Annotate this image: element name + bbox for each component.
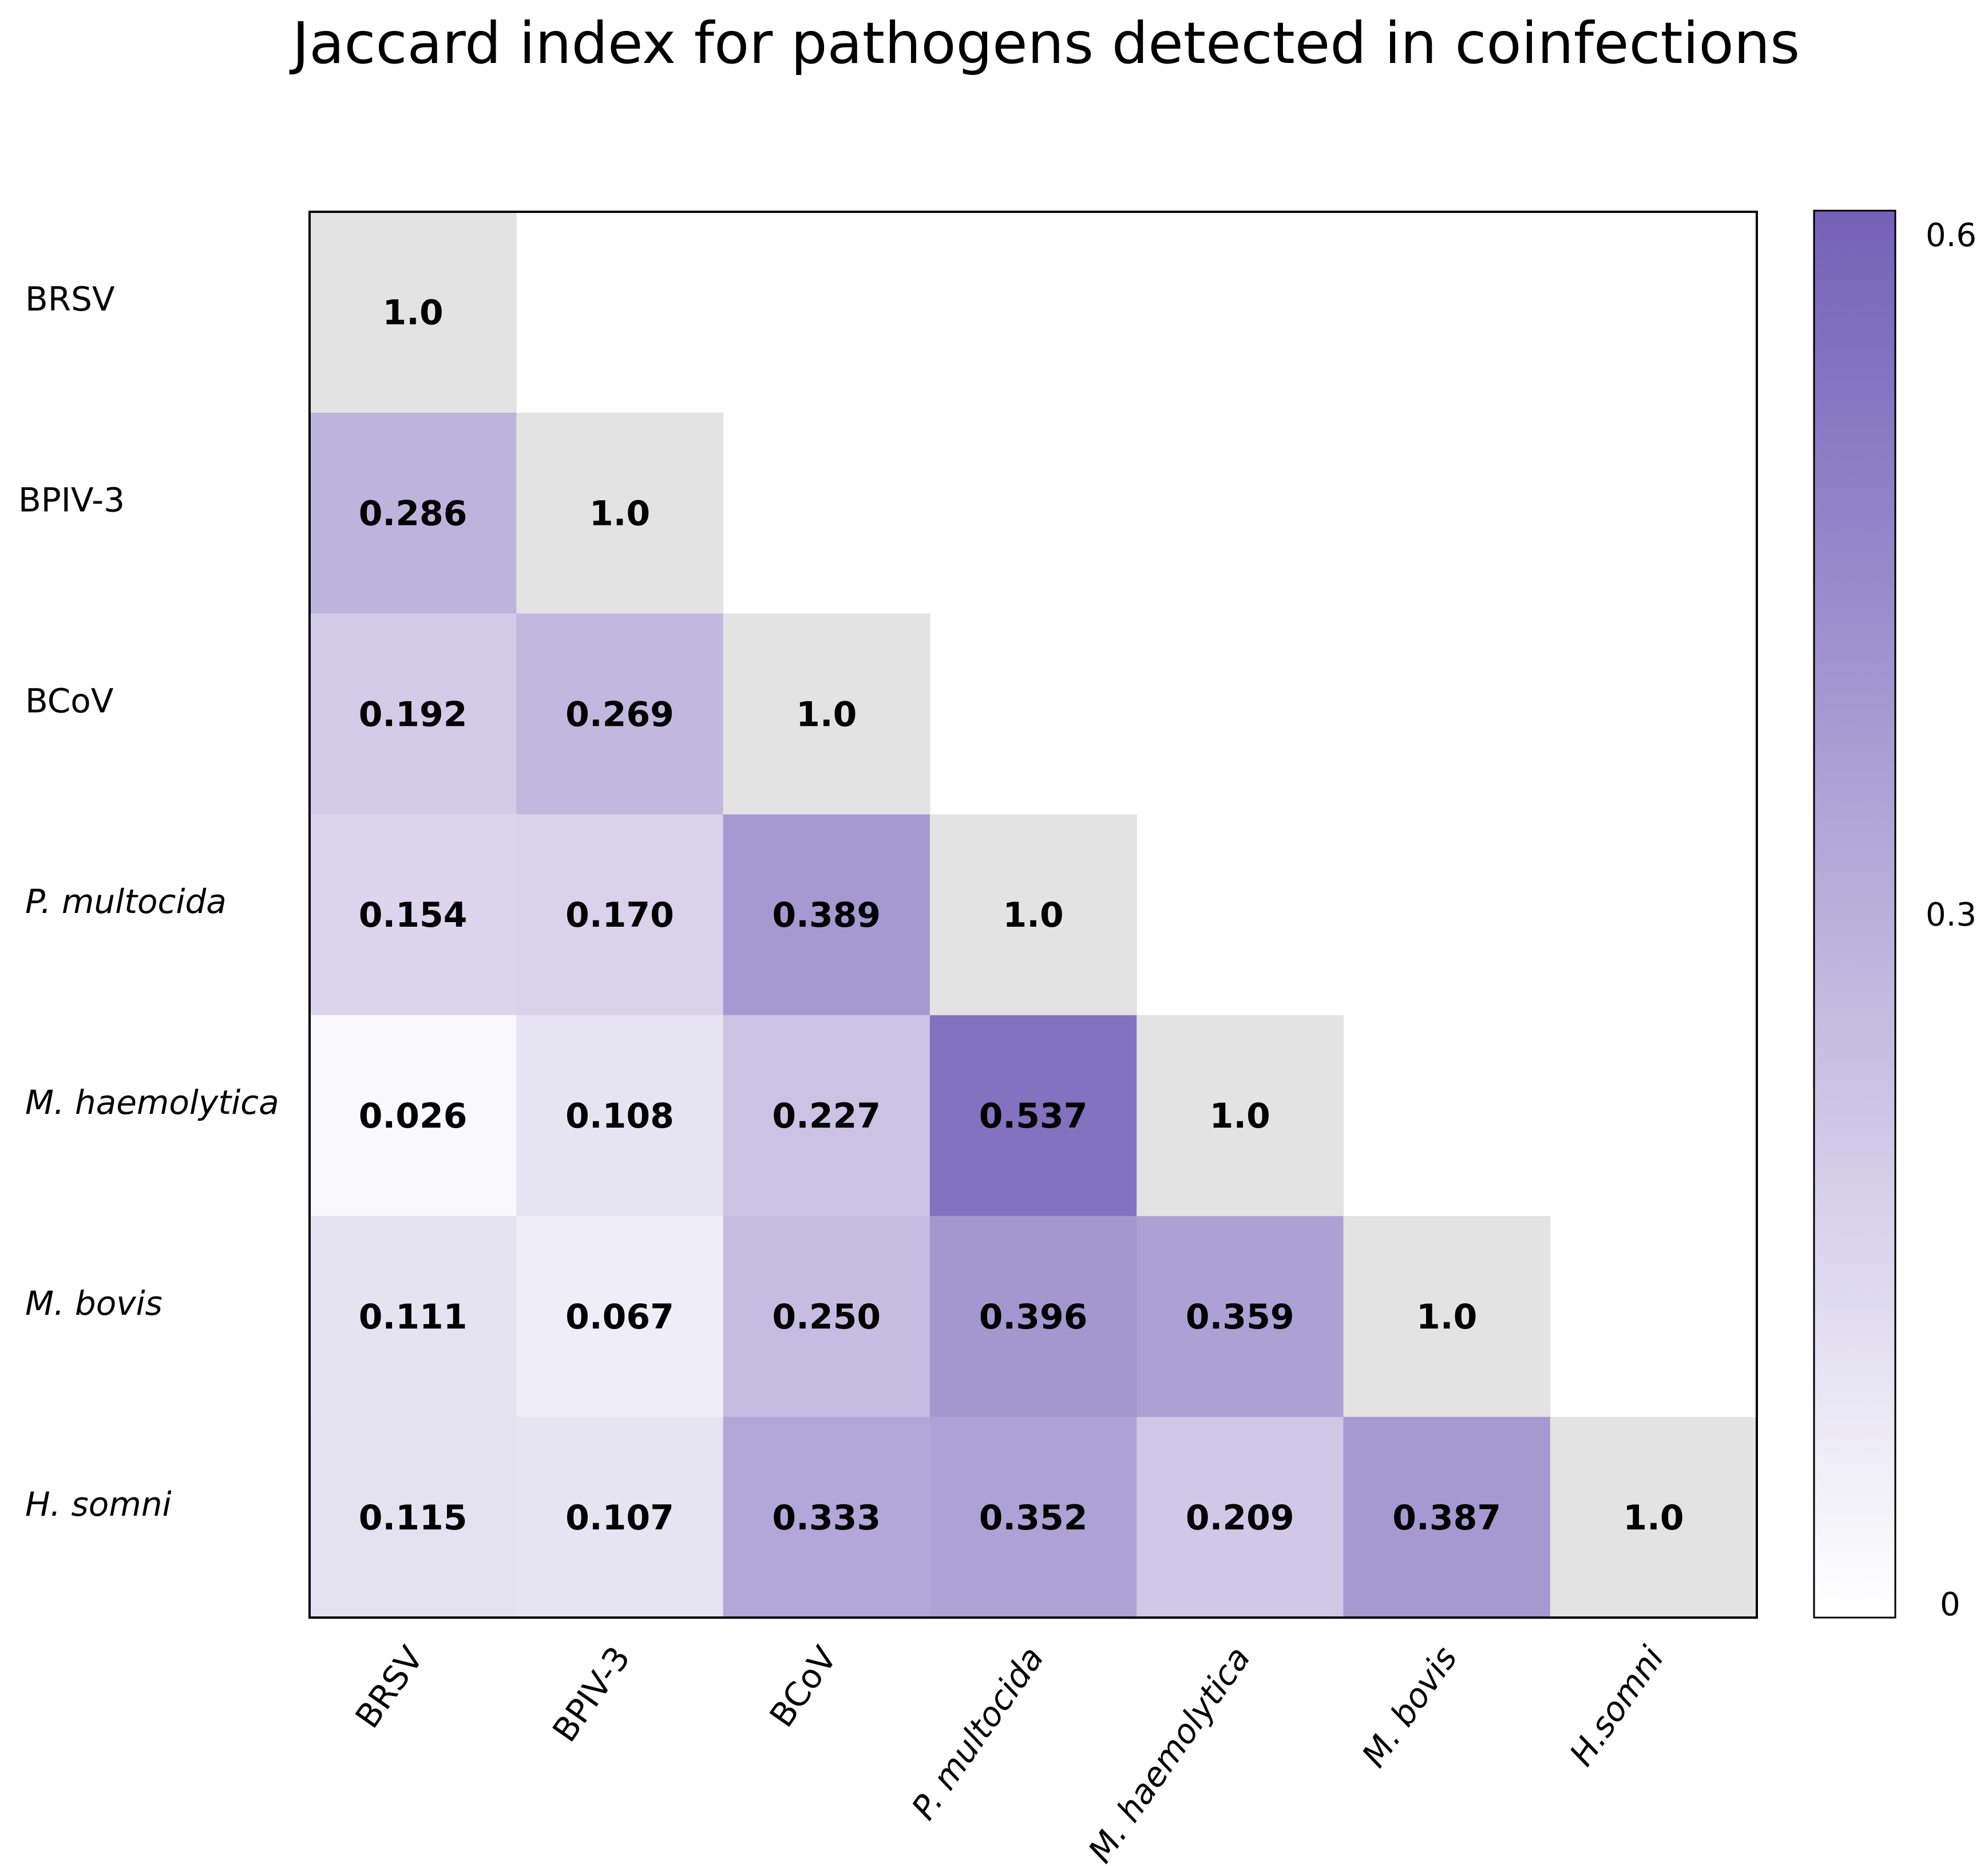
cell-value-label: 0.269 — [565, 694, 674, 734]
cell-value-label: 0.111 — [359, 1297, 468, 1337]
heatmap-cell — [929, 814, 1137, 1016]
heatmap-cell — [1343, 1417, 1551, 1618]
colorbar-tick-max: 0.6 — [1926, 217, 1977, 254]
heatmap-cell — [516, 1417, 724, 1618]
row-label: H. somni — [25, 1485, 172, 1524]
cell-value-label: 0.192 — [359, 694, 468, 734]
heatmap-cell — [1136, 1015, 1344, 1217]
cell-value-label: 0.067 — [565, 1297, 674, 1337]
heatmap-cell — [516, 814, 724, 1016]
heatmap-cell — [929, 1015, 1137, 1217]
heatmap-cell — [310, 1015, 517, 1217]
row-label: BPIV-3 — [18, 480, 125, 519]
heatmap-cells: 1.0 0.286 1.0 0.192 0.269 1.0 0.154 0.170 0.389 1… — [310, 212, 1757, 1618]
column-label: BPIV-3 — [545, 1639, 637, 1749]
column-label: M. haemolytica — [1080, 1639, 1258, 1866]
cell-value-label: 1.0 — [1210, 1096, 1270, 1136]
heatmap-cell — [723, 1417, 930, 1618]
column-label: P. multocida — [904, 1639, 1052, 1827]
colorbar-tick-min: 0 — [1940, 1586, 1961, 1623]
colorbar-gradient — [1813, 209, 1896, 1619]
heatmap-cell — [310, 814, 517, 1016]
cell-value-label: 0.107 — [565, 1498, 674, 1538]
heatmap-cell — [516, 1216, 724, 1417]
cell-value-label: 1.0 — [1416, 1297, 1477, 1337]
row-label: M. haemolytica — [25, 1083, 279, 1122]
cell-value-label: 0.170 — [565, 895, 674, 935]
cell-value-label: 0.389 — [772, 895, 881, 935]
heatmap-cell — [310, 412, 517, 614]
cell-value-label: 0.115 — [359, 1498, 468, 1538]
cell-value-label: 0.250 — [772, 1297, 881, 1337]
heatmap-cell — [723, 613, 930, 815]
cell-value-label: 0.209 — [1186, 1498, 1294, 1538]
heatmap-cell — [723, 1216, 930, 1417]
colorbar-tick-mid: 0.3 — [1926, 896, 1977, 934]
column-labels: BRSV BPIV-3 BCoV P. multocida M. haemolytica… — [348, 1639, 1672, 1866]
cell-value-label: 0.352 — [979, 1498, 1088, 1538]
heatmap-cell — [1550, 1417, 1757, 1618]
cell-value-label: 1.0 — [382, 293, 443, 333]
cell-value-label: 1.0 — [796, 694, 857, 734]
chart-title: Jaccard index for pathogens detected in … — [289, 10, 1800, 77]
cell-value-label: 0.108 — [565, 1096, 674, 1136]
cell-value-label: 1.0 — [1003, 895, 1063, 935]
colorbar: 0.6 0.3 0 — [1813, 209, 1977, 1623]
heatmap-cell — [310, 1417, 517, 1618]
heatmap-cell — [723, 814, 930, 1016]
heatmap-cell — [1136, 1417, 1344, 1618]
heatmap-cell — [929, 1417, 1137, 1618]
cell-value-label: 0.396 — [979, 1297, 1088, 1337]
column-label: M. bovis — [1354, 1639, 1464, 1774]
cell-value-label: 1.0 — [589, 493, 650, 533]
heatmap-cell — [516, 1015, 724, 1217]
column-label: BCoV — [762, 1639, 844, 1734]
column-label: BRSV — [348, 1639, 431, 1735]
heatmap-cell — [516, 412, 724, 614]
cell-value-label: 0.387 — [1392, 1498, 1501, 1538]
heatmap-cell — [310, 212, 517, 413]
row-label: M. bovis — [25, 1284, 163, 1323]
heatmap-cell — [516, 613, 724, 815]
cell-value-label: 0.026 — [359, 1096, 468, 1136]
cell-value-label: 0.227 — [772, 1096, 881, 1136]
cell-value-label: 1.0 — [1623, 1498, 1684, 1538]
heatmap-cell — [929, 1216, 1137, 1417]
heatmap-cell — [1136, 1216, 1344, 1417]
heatmap-cell — [310, 1216, 517, 1417]
cell-value-label: 0.333 — [772, 1498, 881, 1538]
cell-value-label: 0.537 — [979, 1096, 1088, 1136]
row-labels: BRSV BPIV-3 BCoV P. multocida M. haemolytica… — [18, 280, 279, 1524]
row-label: BCoV — [25, 681, 114, 720]
plot-frame — [308, 211, 1758, 1619]
heatmap-cell — [723, 1015, 930, 1217]
column-label: H.somni — [1562, 1639, 1672, 1773]
cell-value-label: 0.286 — [359, 493, 468, 533]
row-label: BRSV — [25, 280, 115, 319]
heatmap-cell — [310, 613, 517, 815]
cell-value-label: 0.359 — [1186, 1297, 1294, 1337]
heatmap-cell — [1343, 1216, 1551, 1417]
row-label: P. multocida — [25, 882, 227, 921]
cell-value-label: 0.154 — [359, 895, 468, 935]
